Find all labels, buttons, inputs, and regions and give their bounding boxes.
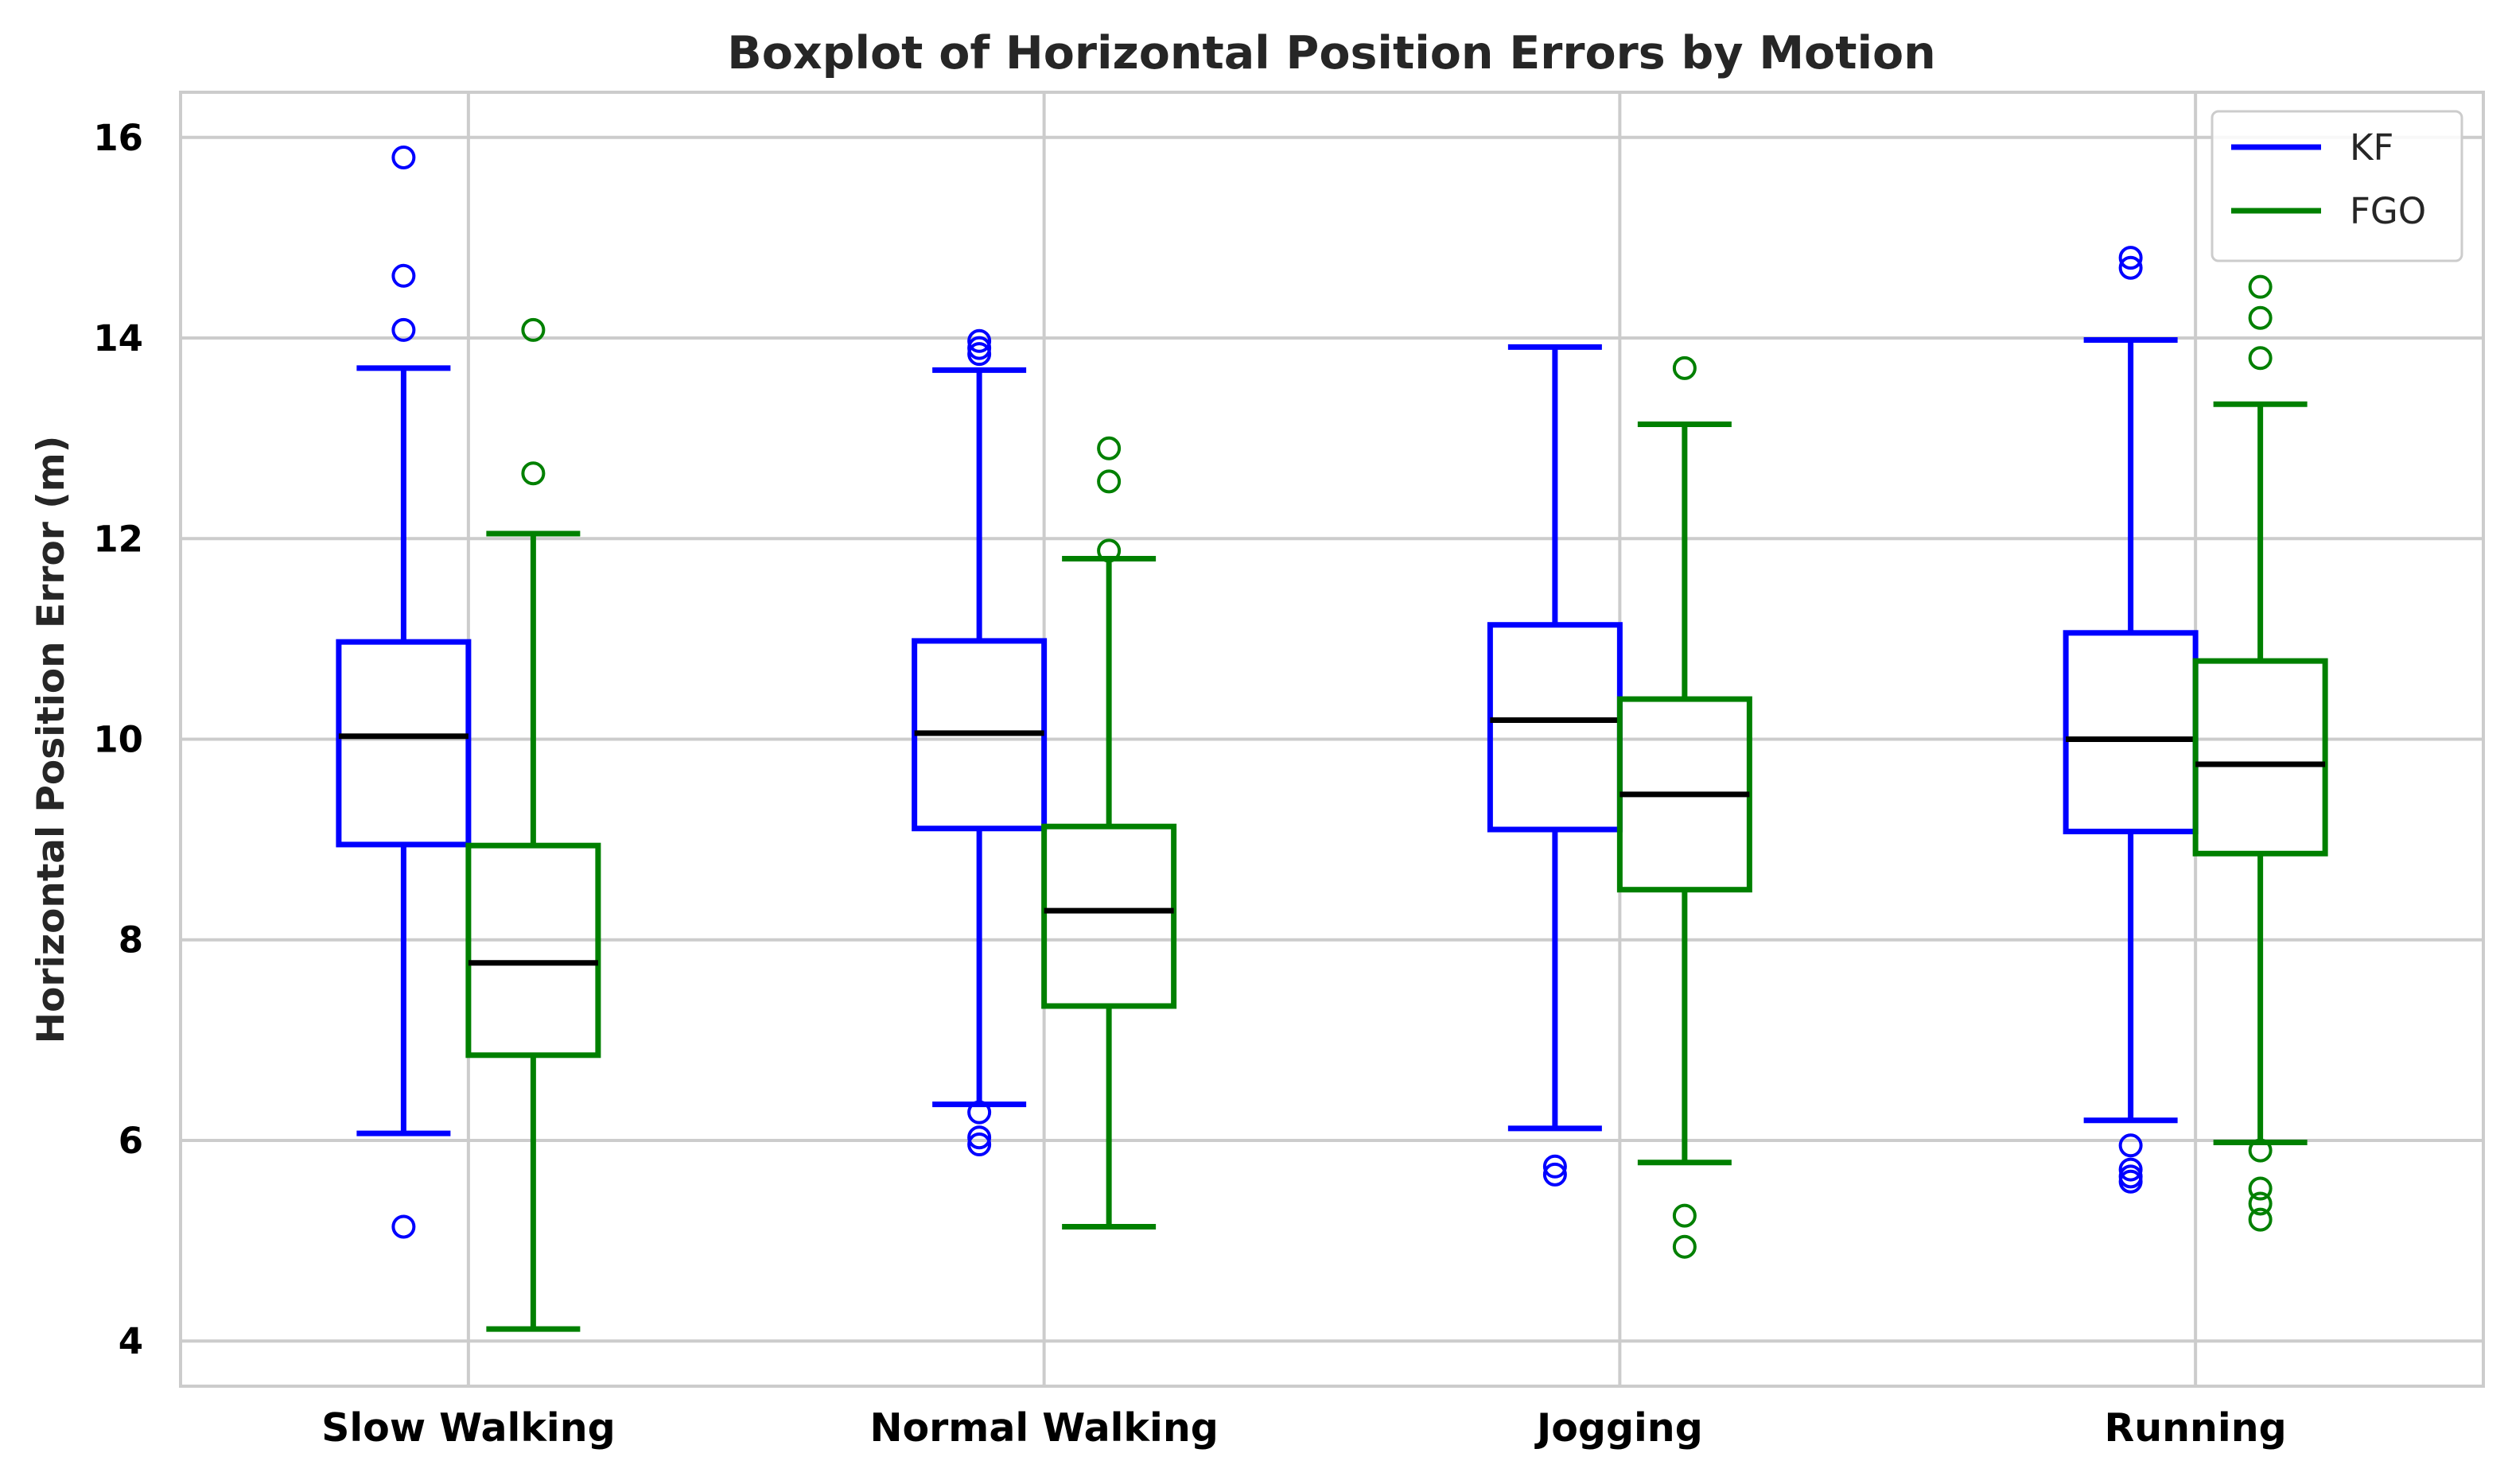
y-tick-label: 12 — [93, 518, 143, 560]
outlier-point — [2118, 1133, 2143, 1158]
x-tick-label: Slow Walking — [321, 1405, 616, 1451]
legend-label-kf: KF — [2350, 126, 2393, 169]
outlier-point — [1097, 436, 1122, 460]
outlier-point — [967, 342, 992, 367]
outlier-point — [967, 328, 992, 353]
outlier-point — [2118, 255, 2143, 280]
outlier-point — [1542, 1162, 1567, 1187]
outlier-point — [967, 336, 992, 360]
outlier-point — [2248, 1191, 2273, 1216]
y-tick-label: 14 — [93, 317, 143, 359]
outlier-point — [521, 461, 546, 486]
iqr-box — [465, 842, 601, 1059]
outlier-point — [2248, 305, 2273, 330]
x-tick-labels: Slow Walking Normal Walking Jogging Running — [321, 1405, 2287, 1451]
y-tick-labels: 4 6 8 10 12 14 16 — [93, 117, 143, 1362]
box-fgo-1 — [1041, 436, 1177, 1230]
y-tick-label: 16 — [93, 117, 143, 159]
outlier-point — [1542, 1154, 1567, 1179]
outlier-point — [2248, 1176, 2273, 1201]
chart-title: Boxplot of Horizontal Position Errors by… — [727, 27, 1935, 80]
legend-box — [2211, 110, 2463, 262]
iqr-box — [1041, 823, 1177, 1009]
outlier-point — [2248, 274, 2273, 299]
outlier-point — [2248, 1138, 2273, 1163]
y-tick-label: 8 — [119, 919, 143, 961]
y-axis-label: Horizontal Position Error (m) — [29, 436, 73, 1043]
outlier-point — [2118, 1169, 2143, 1194]
box-kf-1 — [912, 328, 1048, 1157]
y-tick-label: 4 — [119, 1320, 143, 1362]
legend: KF FGO — [2211, 110, 2463, 262]
box-fgo-2 — [1616, 355, 1752, 1259]
outlier-point — [1672, 1203, 1697, 1228]
outlier-point — [2118, 1157, 2143, 1182]
x-tick-label: Running — [2105, 1405, 2287, 1451]
outlier-point — [1672, 355, 1697, 380]
box-kf-0 — [336, 145, 472, 1239]
outlier-point — [1097, 538, 1122, 563]
outlier-point — [391, 1214, 416, 1239]
plot-frame — [179, 91, 2485, 1388]
outlier-point — [391, 145, 416, 169]
y-tick-label: 6 — [119, 1120, 143, 1162]
outlier-point — [1672, 1234, 1697, 1259]
outlier-point — [967, 1100, 992, 1125]
legend-label-fgo: FGO — [2350, 190, 2426, 232]
outlier-point — [967, 1125, 992, 1150]
outlier-point — [391, 263, 416, 288]
outlier-point — [391, 317, 416, 342]
outlier-point — [2248, 346, 2273, 371]
box-series — [336, 145, 2328, 1332]
outlier-point — [967, 1132, 992, 1157]
iqr-box — [336, 639, 472, 848]
outlier-point — [2248, 1207, 2273, 1232]
outlier-point — [2118, 246, 2143, 270]
x-tick-label: Normal Walking — [869, 1405, 1218, 1451]
box-fgo-0 — [465, 317, 601, 1332]
outlier-point — [1097, 469, 1122, 494]
y-tick-label: 10 — [93, 719, 143, 761]
box-fgo-3 — [2192, 274, 2328, 1232]
iqr-box — [2192, 658, 2328, 857]
x-tick-label: Jogging — [1534, 1405, 1703, 1451]
outlier-point — [521, 317, 546, 342]
